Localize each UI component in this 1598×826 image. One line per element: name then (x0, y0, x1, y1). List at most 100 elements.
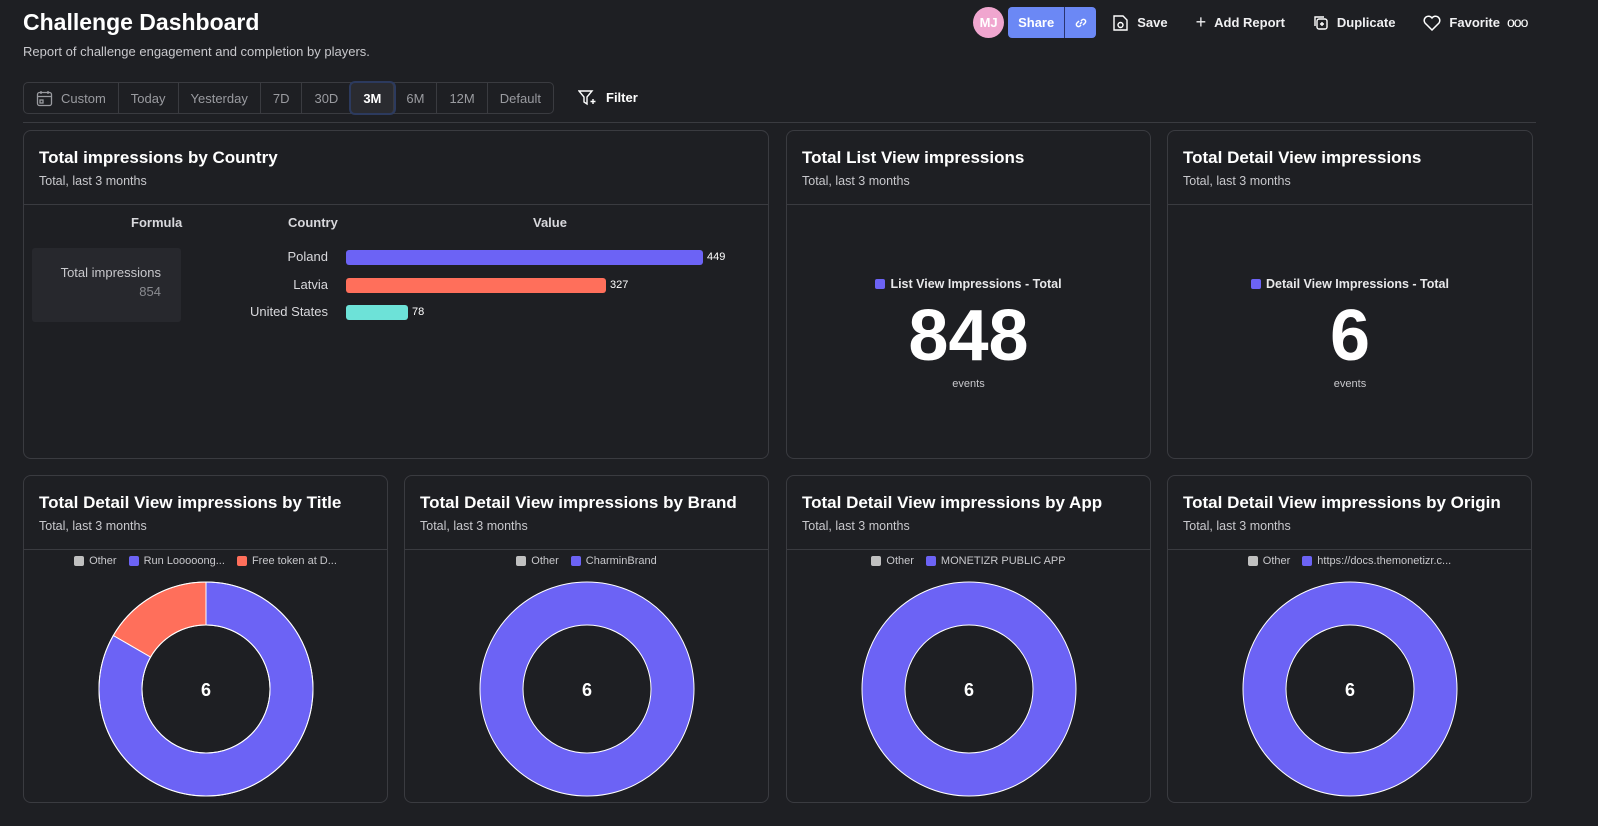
save-button[interactable]: Save (1112, 14, 1168, 32)
legend-label: List View Impressions - Total (890, 277, 1062, 291)
pie-legend: Other MONETIZR PUBLIC APP (787, 555, 1150, 567)
donut-slice[interactable] (1243, 582, 1457, 796)
column-country: Country (288, 215, 338, 230)
donut-outline (141, 624, 271, 754)
save-icon (1113, 14, 1128, 31)
card-subtitle: Total, last 3 months (802, 519, 910, 533)
donut-total: 6 (201, 680, 211, 700)
card-title: Total Detail View impressions by Origin (1183, 493, 1501, 512)
range-7d[interactable]: 7D (261, 83, 303, 113)
donut-outline (1285, 624, 1415, 754)
page-subtitle: Report of challenge engagement and compl… (23, 44, 370, 59)
card-title: Total Detail View impressions by App (802, 493, 1103, 512)
range-30d[interactable]: 30D (302, 83, 352, 113)
pie-legend: Other CharminBrand (405, 555, 768, 567)
legend-label: Run Looooong... (143, 555, 225, 567)
donut-total: 6 (1345, 680, 1355, 700)
range-12m[interactable]: 12M (437, 83, 488, 113)
metric-value: 848 (908, 296, 1029, 376)
filter-label: Filter (606, 90, 638, 105)
range-today[interactable]: Today (119, 83, 179, 113)
card-subtitle: Total, last 3 months (420, 519, 528, 533)
range-custom[interactable]: Custom (24, 83, 119, 113)
formula-value: 854 (139, 284, 161, 299)
copy-link-button[interactable] (1065, 7, 1097, 38)
share-button[interactable]: Share (1008, 7, 1066, 38)
calendar-icon (36, 90, 53, 106)
more-options-icon[interactable]: ooo (1507, 14, 1528, 30)
donut-total: 6 (964, 680, 974, 700)
duplicate-button[interactable]: Duplicate (1313, 15, 1395, 31)
range-3m[interactable]: 3M (351, 83, 395, 113)
add-report-button[interactable]: + Add Report (1196, 12, 1285, 33)
legend-label: CharminBrand (585, 555, 657, 567)
donut-outline (904, 624, 1034, 754)
divider (23, 122, 1536, 123)
donut-outline (479, 581, 695, 797)
card-subtitle: Total, last 3 months (802, 174, 910, 188)
bar-category-label: United States (249, 304, 328, 319)
bar[interactable] (346, 250, 703, 265)
pie-card: Total Detail View impressions by Origin T… (1167, 475, 1532, 803)
legend-label: Free token at D... (251, 555, 337, 567)
filter-button[interactable]: Filter (578, 89, 638, 106)
card-subtitle: Total, last 3 months (1183, 519, 1291, 533)
avatar[interactable]: MJ (973, 7, 1005, 38)
legend-item[interactable]: Other (74, 555, 117, 567)
legend-label: Detail View Impressions - Total (1266, 277, 1449, 291)
favorite-button[interactable]: Favorite (1423, 15, 1500, 31)
page-title: Challenge Dashboard (23, 9, 260, 35)
range-custom-label: Custom (61, 90, 106, 106)
link-icon (1075, 18, 1087, 27)
column-formula: Formula (131, 215, 183, 230)
range-6m[interactable]: 6M (394, 83, 438, 113)
add-report-label: Add Report (1214, 15, 1285, 30)
donut-outline (98, 581, 314, 797)
legend-label: Other (1262, 555, 1291, 567)
duplicate-icon (1314, 15, 1328, 30)
card-title: Total List View impressions (802, 148, 1025, 167)
range-yesterday[interactable]: Yesterday (179, 83, 261, 113)
metric-unit: events (952, 378, 985, 390)
column-value: Value (533, 215, 567, 230)
donut-slice[interactable] (862, 582, 1076, 796)
donut-chart: 6 (479, 581, 695, 797)
date-range-selector: Custom Today Yesterday 7D 30D 3M 6M 12M … (23, 82, 554, 114)
donut-outline (1242, 581, 1458, 797)
legend-label: Other (886, 555, 914, 567)
filter-icon (578, 90, 596, 106)
header-actions: MJ Share Save + Add Report Duplicate Favo… (973, 7, 1528, 38)
legend-item[interactable]: MONETIZR PUBLIC APP (925, 555, 1066, 567)
legend-item[interactable]: Run Looooong... (128, 555, 225, 567)
bar[interactable] (346, 277, 606, 293)
donut-outline (522, 624, 652, 754)
legend-item[interactable]: https://docs.themonetizr.c... (1302, 555, 1451, 567)
legend-item: Detail View Impressions - Total (1251, 277, 1449, 291)
legend-item[interactable]: CharminBrand (570, 555, 657, 567)
pie-legend: Other https://docs.themonetizr.c... (1168, 555, 1531, 567)
bar-value-label: 327 (609, 278, 629, 291)
formula-cell: Total impressions 854 (32, 248, 181, 322)
legend-label: https://docs.themonetizr.c... (1317, 555, 1452, 567)
detail-view-card: Total Detail View impressions Total, last… (1167, 130, 1533, 459)
pie-legend: Other Run Looooong... Free token at D... (24, 555, 387, 567)
plus-icon: + (1195, 12, 1207, 32)
legend-item[interactable]: Other (1247, 555, 1291, 567)
card-subtitle: Total, last 3 months (39, 174, 147, 188)
bar[interactable] (346, 305, 409, 320)
legend-item[interactable]: Free token at D... (236, 555, 337, 567)
card-title: Total Detail View impressions by Title (39, 493, 342, 512)
metric-value: 6 (1329, 296, 1371, 376)
range-default[interactable]: Default (499, 90, 541, 106)
legend-item[interactable]: Other (871, 555, 914, 567)
card-title: Total Detail View impressions by Brand (420, 493, 737, 512)
donut-chart: 6 (98, 581, 314, 797)
donut-total: 6 (582, 680, 592, 700)
legend-item[interactable]: Other (516, 555, 559, 567)
pie-card: Total Detail View impressions by App Tota… (786, 475, 1151, 803)
legend-label: Other (531, 555, 559, 567)
donut-outline (861, 581, 1077, 797)
donut-slice[interactable] (480, 582, 694, 796)
donut-chart: 6 (861, 581, 1077, 797)
pie-card: Total Detail View impressions by Brand To… (404, 475, 769, 803)
